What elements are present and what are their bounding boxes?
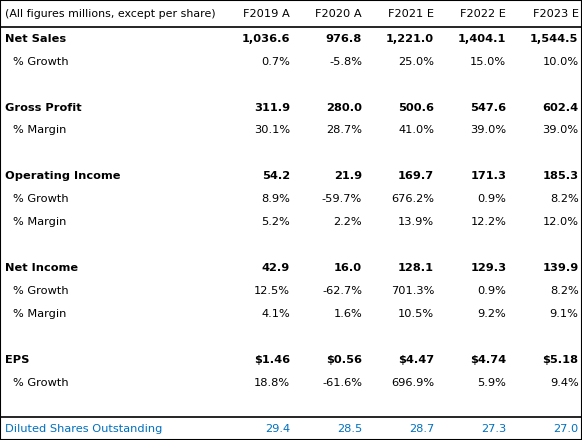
- Text: 4.1%: 4.1%: [261, 309, 290, 319]
- Text: 311.9: 311.9: [254, 103, 290, 113]
- Text: % Margin: % Margin: [13, 125, 66, 136]
- Text: 8.2%: 8.2%: [550, 286, 579, 296]
- Text: 0.9%: 0.9%: [477, 194, 506, 204]
- Text: 29.4: 29.4: [265, 424, 290, 433]
- Text: 8.2%: 8.2%: [550, 194, 579, 204]
- Text: F2019 A: F2019 A: [243, 9, 290, 18]
- Text: 12.2%: 12.2%: [470, 217, 506, 227]
- Text: 28.7: 28.7: [409, 424, 434, 433]
- Text: 547.6: 547.6: [470, 103, 506, 113]
- Text: 12.5%: 12.5%: [254, 286, 290, 296]
- Text: 0.9%: 0.9%: [477, 286, 506, 296]
- Text: -62.7%: -62.7%: [322, 286, 362, 296]
- Text: 10.5%: 10.5%: [398, 309, 434, 319]
- Text: Gross Profit: Gross Profit: [5, 103, 81, 113]
- Text: % Growth: % Growth: [13, 286, 69, 296]
- Text: $0.56: $0.56: [326, 355, 362, 365]
- Text: 1,036.6: 1,036.6: [242, 34, 290, 44]
- Text: $4.47: $4.47: [398, 355, 434, 365]
- Text: F2023 E: F2023 E: [533, 9, 579, 18]
- Text: 128.1: 128.1: [398, 263, 434, 273]
- Text: $5.18: $5.18: [542, 355, 579, 365]
- Text: 701.3%: 701.3%: [391, 286, 434, 296]
- Text: 171.3: 171.3: [470, 171, 506, 181]
- Text: 54.2: 54.2: [262, 171, 290, 181]
- Text: EPS: EPS: [5, 355, 29, 365]
- Text: $1.46: $1.46: [254, 355, 290, 365]
- Text: 21.9: 21.9: [334, 171, 362, 181]
- Text: 15.0%: 15.0%: [470, 57, 506, 67]
- Text: F2021 E: F2021 E: [388, 9, 434, 18]
- Text: 1,544.5: 1,544.5: [530, 34, 579, 44]
- Text: 18.8%: 18.8%: [254, 378, 290, 388]
- Text: 10.0%: 10.0%: [542, 57, 579, 67]
- Text: 13.9%: 13.9%: [398, 217, 434, 227]
- Text: F2022 E: F2022 E: [460, 9, 506, 18]
- Text: 39.0%: 39.0%: [542, 125, 579, 136]
- Text: 9.2%: 9.2%: [478, 309, 506, 319]
- Text: % Growth: % Growth: [13, 194, 69, 204]
- Text: Net Income: Net Income: [5, 263, 78, 273]
- Text: 169.7: 169.7: [398, 171, 434, 181]
- Text: 30.1%: 30.1%: [254, 125, 290, 136]
- Text: 39.0%: 39.0%: [470, 125, 506, 136]
- Text: 5.9%: 5.9%: [477, 378, 506, 388]
- Text: % Growth: % Growth: [13, 57, 69, 67]
- Text: 12.0%: 12.0%: [542, 217, 579, 227]
- Text: 9.4%: 9.4%: [550, 378, 579, 388]
- Text: 696.9%: 696.9%: [391, 378, 434, 388]
- Text: 27.3: 27.3: [481, 424, 506, 433]
- Text: 1.6%: 1.6%: [333, 309, 362, 319]
- Text: $4.74: $4.74: [470, 355, 506, 365]
- Text: 1,221.0: 1,221.0: [386, 34, 434, 44]
- Text: 676.2%: 676.2%: [391, 194, 434, 204]
- Text: 129.3: 129.3: [470, 263, 506, 273]
- Text: 2.2%: 2.2%: [333, 217, 362, 227]
- Text: 28.5: 28.5: [337, 424, 362, 433]
- Text: 976.8: 976.8: [326, 34, 362, 44]
- Text: 139.9: 139.9: [542, 263, 579, 273]
- Text: 28.7%: 28.7%: [326, 125, 362, 136]
- Text: F2020 A: F2020 A: [315, 9, 362, 18]
- Text: 0.7%: 0.7%: [261, 57, 290, 67]
- Text: 42.9: 42.9: [261, 263, 290, 273]
- Text: Diluted Shares Outstanding: Diluted Shares Outstanding: [5, 424, 162, 433]
- Text: 5.2%: 5.2%: [261, 217, 290, 227]
- Text: % Margin: % Margin: [13, 217, 66, 227]
- Text: 41.0%: 41.0%: [398, 125, 434, 136]
- Text: % Margin: % Margin: [13, 309, 66, 319]
- Text: 280.0: 280.0: [326, 103, 362, 113]
- Text: 1,404.1: 1,404.1: [458, 34, 506, 44]
- Text: 16.0: 16.0: [334, 263, 362, 273]
- Text: 8.9%: 8.9%: [261, 194, 290, 204]
- Text: Operating Income: Operating Income: [5, 171, 120, 181]
- Text: -59.7%: -59.7%: [322, 194, 362, 204]
- Text: 500.6: 500.6: [398, 103, 434, 113]
- Text: 27.0: 27.0: [553, 424, 579, 433]
- Text: % Growth: % Growth: [13, 378, 69, 388]
- Text: 185.3: 185.3: [542, 171, 579, 181]
- Text: 602.4: 602.4: [542, 103, 579, 113]
- Text: Net Sales: Net Sales: [5, 34, 66, 44]
- Text: (All figures millions, except per share): (All figures millions, except per share): [5, 9, 215, 18]
- Text: -5.8%: -5.8%: [329, 57, 362, 67]
- Text: -61.6%: -61.6%: [322, 378, 362, 388]
- Text: 9.1%: 9.1%: [549, 309, 579, 319]
- Text: 25.0%: 25.0%: [398, 57, 434, 67]
